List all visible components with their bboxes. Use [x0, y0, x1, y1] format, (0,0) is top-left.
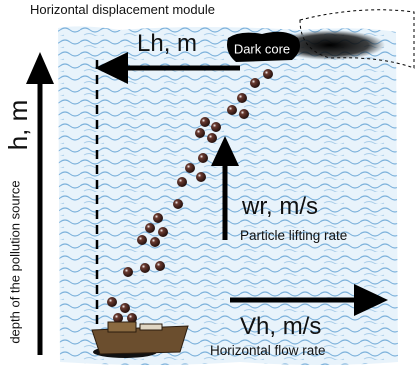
depth-label: h, m	[3, 100, 33, 151]
distance-label: Lh, m	[137, 30, 197, 57]
title: Horizontal displacement module	[30, 2, 215, 17]
lifting-caption: Particle lifting rate	[240, 228, 347, 243]
depth-arrow-head	[26, 52, 54, 84]
dark-core-label: Dark core	[234, 41, 290, 56]
flow-caption: Horizontal flow rate	[210, 343, 326, 358]
water	[58, 26, 398, 365]
flow-label: Vh, m/s	[240, 313, 321, 340]
lifting-label: wr, m/s	[241, 193, 318, 220]
depth-caption: depth of the pollution source	[7, 180, 22, 343]
diagram: Horizontal displacement module h, m dept…	[0, 0, 416, 373]
